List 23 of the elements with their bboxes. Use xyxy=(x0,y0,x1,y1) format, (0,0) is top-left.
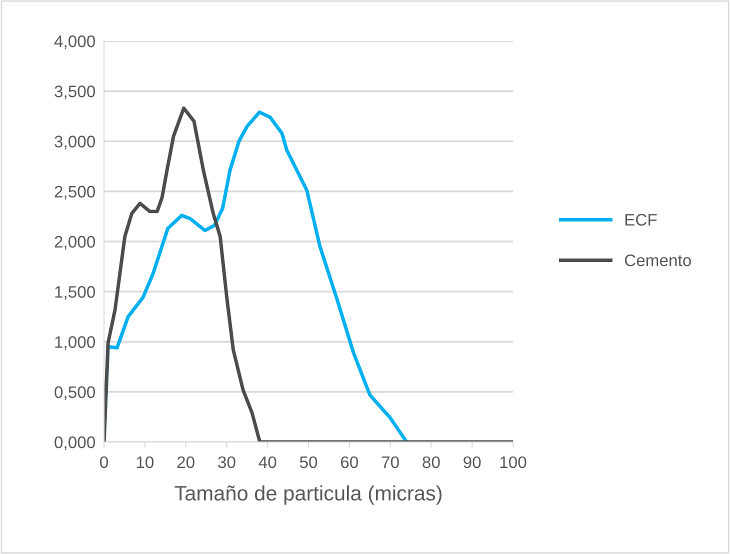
y-tick-label: 3,500 xyxy=(54,86,96,100)
x-tick-label: 10 xyxy=(136,456,154,468)
y-tick-label: 2,000 xyxy=(54,236,96,250)
x-axis-title: Tamaño de particula (micras) xyxy=(174,485,442,505)
x-tick-label: 90 xyxy=(464,456,481,468)
y-tick-label: 4,000 xyxy=(54,35,96,50)
y-tick-label: 3,000 xyxy=(54,136,96,150)
x-tick-label: 40 xyxy=(258,456,276,468)
x-tick-label: 60 xyxy=(340,456,358,468)
x-tick-label: 80 xyxy=(422,456,440,468)
x-tick-label: 30 xyxy=(218,456,236,468)
y-tick-label: 0,000 xyxy=(54,436,96,450)
legend-label: Cemento xyxy=(624,254,691,266)
y-tick-label: 1,500 xyxy=(55,286,96,300)
x-tick-label: 50 xyxy=(300,456,318,468)
x-tick-label: 20 xyxy=(177,456,194,468)
y-tick-label: 1,000 xyxy=(55,336,96,350)
x-tick-label: 0 xyxy=(100,456,108,468)
legend-label: ECF xyxy=(625,214,657,226)
y-tick-label: 2,500 xyxy=(54,186,96,200)
x-tick-label: 100 xyxy=(500,456,526,468)
x-tick-label: 70 xyxy=(382,456,399,468)
y-tick-label: 0,500 xyxy=(54,386,96,400)
